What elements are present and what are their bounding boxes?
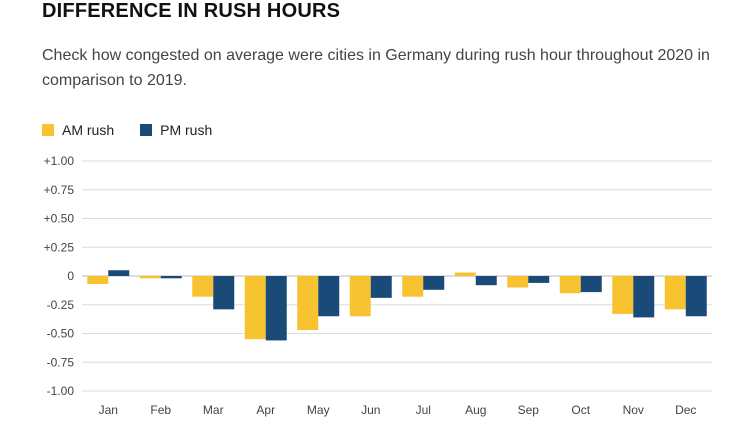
bar-pm-oct (580, 276, 602, 293)
legend-swatch-pm (140, 124, 153, 136)
y-tick-label: +0.25 (44, 240, 75, 254)
bar-am-oct (559, 276, 581, 294)
y-tick-label: -1.00 (47, 384, 75, 398)
bar-am-aug (454, 272, 476, 276)
bar-pm-mar (213, 276, 235, 310)
x-tick-label: Jun (361, 403, 380, 417)
bar-pm-jul (423, 276, 445, 290)
bar-pm-jun (370, 276, 392, 298)
bar-pm-dec (685, 276, 707, 317)
x-tick-label: Aug (465, 403, 486, 417)
y-tick-label: +1.00 (44, 154, 75, 168)
legend-swatch-am (42, 124, 54, 136)
bar-am-dec (664, 276, 686, 310)
y-tick-label: -0.25 (47, 298, 75, 312)
bar-am-jun (349, 276, 371, 317)
y-tick-label: +0.75 (44, 183, 75, 197)
bar-am-nov (612, 276, 634, 314)
bar-am-jul (402, 276, 424, 297)
bar-pm-nov (633, 276, 655, 318)
bar-pm-feb (160, 276, 182, 279)
x-tick-label: Mar (203, 403, 224, 417)
bar-pm-apr (265, 276, 287, 341)
chart-subtitle: Check how congested on average were citi… (42, 47, 710, 89)
legend-item-am: AM rush (42, 122, 114, 138)
x-tick-label: Sep (518, 403, 540, 417)
y-tick-label: -0.75 (47, 355, 75, 369)
y-tick-label: +0.50 (44, 212, 75, 226)
bar-am-may (297, 276, 319, 331)
chart-title: DIFFERENCE IN RUSH HOURS (42, 0, 341, 22)
bar-pm-may (318, 276, 340, 317)
bar-pm-sep (528, 276, 550, 283)
bar-am-jan (87, 276, 109, 285)
legend-label-am: AM rush (62, 122, 115, 138)
legend-label-pm: PM rush (160, 122, 213, 138)
bar-pm-jan (108, 270, 130, 276)
bar-am-feb (139, 276, 161, 279)
x-tick-label: Feb (150, 403, 171, 417)
bar-am-mar (192, 276, 214, 297)
y-tick-label: -0.50 (47, 327, 75, 341)
bar-am-sep (507, 276, 529, 288)
x-tick-label: Jan (99, 403, 118, 417)
x-tick-label: May (307, 403, 330, 417)
legend-item-pm: PM rush (140, 122, 212, 138)
bar-pm-aug (475, 276, 497, 286)
x-tick-label: Dec (675, 403, 696, 417)
x-tick-label: Jul (416, 403, 431, 417)
y-tick-label: 0 (67, 269, 74, 283)
x-tick-label: Nov (623, 403, 644, 417)
legend: AM rush PM rush (42, 122, 238, 138)
bar-am-apr (244, 276, 266, 340)
x-tick-label: Oct (571, 403, 590, 417)
x-tick-label: Apr (256, 403, 275, 417)
